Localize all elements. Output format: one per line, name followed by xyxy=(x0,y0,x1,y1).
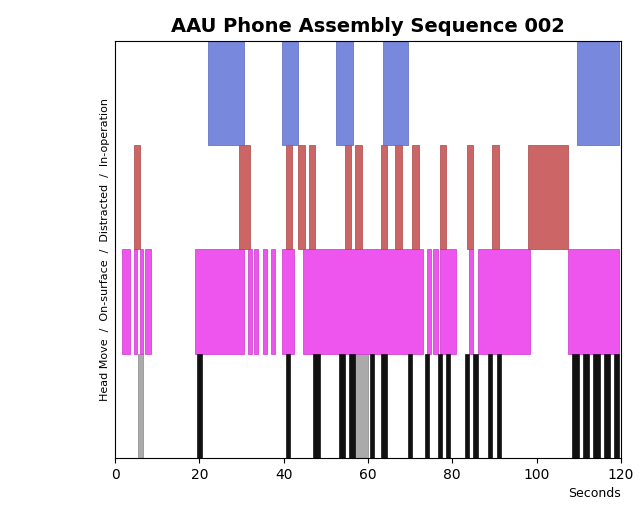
Bar xyxy=(425,354,429,458)
Bar xyxy=(412,145,419,249)
X-axis label: Seconds: Seconds xyxy=(568,488,621,500)
Bar xyxy=(337,41,353,145)
Title: AAU Phone Assembly Sequence 002: AAU Phone Assembly Sequence 002 xyxy=(171,17,565,36)
Bar xyxy=(383,41,408,145)
Y-axis label: Head Move  /  On-surface  /  Distracted  /  In-operation: Head Move / On-surface / Distracted / In… xyxy=(100,98,109,401)
Bar xyxy=(477,249,530,354)
Bar xyxy=(254,249,259,354)
Bar xyxy=(440,145,446,249)
Bar xyxy=(492,145,499,249)
Bar xyxy=(282,41,298,145)
Bar xyxy=(438,354,442,458)
Bar xyxy=(427,249,431,354)
Bar xyxy=(497,354,500,458)
Bar xyxy=(614,354,619,458)
Bar xyxy=(528,145,568,249)
Bar xyxy=(381,354,387,458)
Bar xyxy=(122,249,130,354)
Bar xyxy=(604,354,611,458)
Bar xyxy=(140,249,143,354)
Bar xyxy=(488,354,492,458)
Bar xyxy=(467,145,474,249)
Bar xyxy=(583,354,589,458)
Bar xyxy=(239,145,250,249)
Bar xyxy=(593,354,600,458)
Bar xyxy=(134,145,141,249)
Bar xyxy=(313,354,319,458)
Bar xyxy=(370,354,374,458)
Bar xyxy=(134,249,137,354)
Bar xyxy=(271,249,275,354)
Bar xyxy=(381,145,387,249)
Bar xyxy=(396,145,402,249)
Bar xyxy=(262,249,267,354)
Bar xyxy=(345,145,351,249)
Bar xyxy=(339,354,345,458)
Bar xyxy=(208,41,244,145)
Bar xyxy=(309,145,316,249)
Bar xyxy=(408,354,412,458)
Bar xyxy=(195,249,244,354)
Bar xyxy=(469,249,474,354)
Bar xyxy=(465,354,469,458)
Bar xyxy=(282,249,294,354)
Bar xyxy=(440,249,456,354)
Bar xyxy=(286,354,290,458)
Bar xyxy=(446,354,450,458)
Bar xyxy=(349,354,355,458)
Bar xyxy=(286,145,292,249)
Bar xyxy=(577,41,619,145)
Bar xyxy=(355,145,362,249)
Bar xyxy=(433,249,438,354)
Bar xyxy=(568,249,619,354)
Bar xyxy=(298,145,305,249)
Bar xyxy=(355,354,368,458)
Bar xyxy=(303,249,423,354)
Bar xyxy=(145,249,151,354)
Bar xyxy=(572,354,579,458)
Bar xyxy=(138,354,143,458)
Bar xyxy=(474,354,477,458)
Bar xyxy=(197,354,202,458)
Bar xyxy=(248,249,252,354)
